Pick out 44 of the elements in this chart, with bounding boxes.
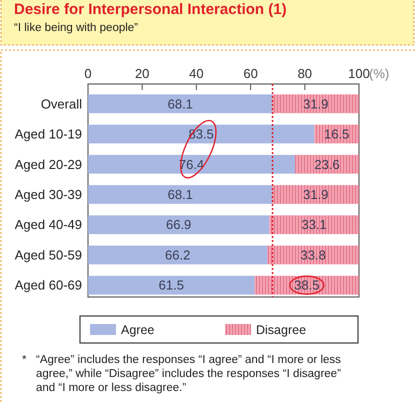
x-tick-label: 60 [243,66,258,81]
data-label: 33.8 [300,247,326,262]
data-label: 31.9 [303,187,328,202]
data-label: 38.5 [294,278,320,293]
bar [88,154,296,174]
y-tick-label: Aged 10-19 [14,126,82,142]
bar [272,185,359,204]
text: * “Agree” includes the responses “I agree” and “I more or less agree,” while “Disagree” includes the responses “I disagree” and “I more or less disagree.” [22,354,342,394]
bar [88,246,268,264]
x-tick-label: 0 [84,66,92,81]
data-label: 33.1 [301,217,327,232]
bar [272,94,359,114]
bar [267,246,359,264]
y-tick-label: Aged 40-49 [14,217,82,232]
data-label: 66.2 [165,247,190,262]
y-tick-label: Aged 60-69 [14,278,82,293]
y-tick-label: Aged 30-39 [14,187,82,202]
bar [295,154,359,174]
data-label: 31.9 [303,96,328,112]
x-tick-label: 100 [348,66,370,81]
bar [254,276,359,295]
bar [269,215,359,234]
x-tick-label: 20 [134,66,150,81]
data-label: 66.9 [166,217,192,232]
y-tick-label: Aged 50-59 [14,247,82,262]
chart-title: Desire for Interpersonal Interaction (1) [14,1,287,18]
data-label: 68.1 [168,96,193,112]
bar [88,276,255,295]
x-tick-label: 40 [189,66,204,81]
y-tick-label: Overall [40,96,82,112]
data-label: 23.6 [314,156,340,172]
chart-subtitle: “I like being with people” [14,22,138,34]
legend-label: Agree [121,323,154,337]
legend-label: Disagree [256,323,306,337]
bar [88,124,314,144]
x-tick-label: 80 [298,66,312,81]
data-label: 61.5 [158,278,184,293]
y-tick-label: Aged 20-29 [14,156,82,172]
x-axis-title: (%) [369,66,390,81]
bar [88,94,273,114]
bar [88,215,270,234]
data-label: 16.5 [324,126,350,142]
bar [88,185,273,204]
data-label: 68.1 [168,187,193,202]
